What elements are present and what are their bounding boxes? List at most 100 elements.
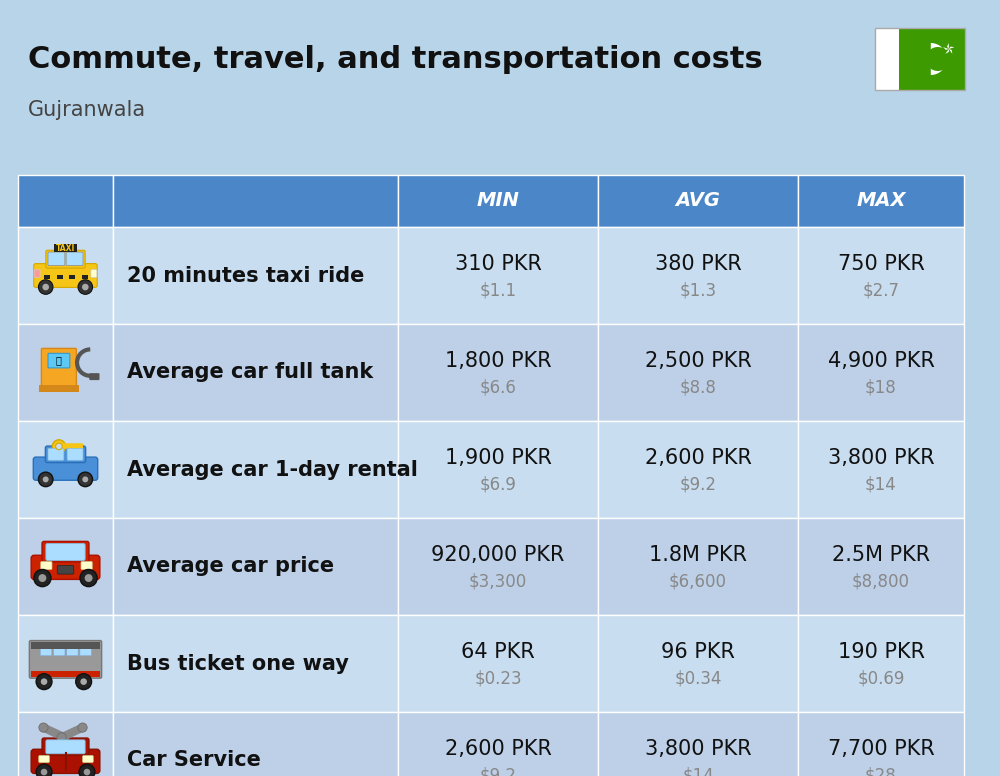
FancyBboxPatch shape [39, 385, 79, 392]
FancyBboxPatch shape [66, 252, 83, 265]
FancyBboxPatch shape [598, 518, 798, 615]
Circle shape [41, 769, 47, 775]
FancyBboxPatch shape [75, 275, 82, 279]
Polygon shape [945, 49, 949, 54]
Circle shape [34, 570, 51, 587]
Polygon shape [947, 43, 949, 49]
Circle shape [57, 733, 66, 742]
FancyBboxPatch shape [41, 562, 52, 570]
Text: 1.8M PKR: 1.8M PKR [649, 545, 747, 565]
FancyBboxPatch shape [82, 275, 88, 279]
Text: Bus ticket one way: Bus ticket one way [127, 653, 349, 674]
FancyBboxPatch shape [113, 421, 398, 518]
Text: $0.34: $0.34 [674, 669, 722, 687]
FancyBboxPatch shape [398, 421, 598, 518]
FancyBboxPatch shape [398, 227, 598, 324]
Text: AVG: AVG [676, 192, 720, 210]
FancyBboxPatch shape [31, 556, 100, 580]
Circle shape [38, 472, 53, 487]
Circle shape [78, 723, 87, 733]
Circle shape [36, 674, 52, 690]
Circle shape [78, 472, 93, 487]
Text: $9.2: $9.2 [480, 766, 516, 776]
Polygon shape [949, 49, 952, 54]
Text: Car Service: Car Service [127, 750, 261, 771]
FancyBboxPatch shape [875, 28, 899, 90]
FancyBboxPatch shape [899, 28, 965, 90]
Text: 3,800 PKR: 3,800 PKR [645, 739, 751, 759]
FancyBboxPatch shape [48, 252, 65, 265]
FancyBboxPatch shape [598, 324, 798, 421]
Text: 7,700 PKR: 7,700 PKR [828, 739, 934, 759]
FancyBboxPatch shape [18, 518, 113, 615]
Text: $9.2: $9.2 [680, 475, 716, 493]
Text: 2,600 PKR: 2,600 PKR [445, 739, 551, 759]
FancyBboxPatch shape [89, 373, 100, 380]
Text: 💧: 💧 [56, 355, 62, 365]
FancyBboxPatch shape [42, 738, 89, 755]
Text: $3,300: $3,300 [469, 572, 527, 590]
FancyBboxPatch shape [91, 269, 97, 278]
Text: $2.7: $2.7 [862, 281, 900, 299]
FancyBboxPatch shape [80, 645, 91, 656]
Circle shape [926, 47, 950, 71]
Circle shape [80, 678, 87, 685]
FancyBboxPatch shape [598, 421, 798, 518]
Circle shape [82, 284, 89, 290]
FancyBboxPatch shape [48, 353, 70, 368]
FancyBboxPatch shape [54, 244, 77, 252]
Circle shape [52, 440, 66, 453]
FancyBboxPatch shape [50, 275, 57, 279]
FancyBboxPatch shape [598, 615, 798, 712]
FancyBboxPatch shape [48, 449, 64, 460]
FancyBboxPatch shape [67, 645, 78, 656]
FancyBboxPatch shape [33, 457, 98, 480]
Text: $1.1: $1.1 [479, 281, 517, 299]
FancyBboxPatch shape [53, 645, 65, 656]
Text: Commute, travel, and transportation costs: Commute, travel, and transportation cost… [28, 45, 763, 74]
FancyBboxPatch shape [45, 446, 86, 462]
Text: 3,800 PKR: 3,800 PKR [828, 448, 934, 468]
Text: 1,800 PKR: 1,800 PKR [445, 351, 551, 371]
Text: Gujranwala: Gujranwala [28, 100, 146, 120]
Circle shape [85, 574, 93, 582]
Text: 1,900 PKR: 1,900 PKR [445, 448, 551, 468]
Text: $14: $14 [682, 766, 714, 776]
FancyBboxPatch shape [57, 566, 74, 574]
Text: 920,000 PKR: 920,000 PKR [431, 545, 565, 565]
Text: Average car price: Average car price [127, 556, 334, 577]
Circle shape [41, 678, 47, 685]
FancyBboxPatch shape [69, 275, 75, 279]
FancyBboxPatch shape [113, 175, 398, 227]
Circle shape [76, 674, 92, 690]
FancyBboxPatch shape [798, 518, 964, 615]
FancyBboxPatch shape [29, 640, 102, 678]
FancyBboxPatch shape [46, 740, 85, 753]
Text: 190 PKR: 190 PKR [838, 642, 924, 662]
Circle shape [84, 769, 90, 775]
FancyBboxPatch shape [63, 275, 69, 279]
FancyBboxPatch shape [31, 642, 100, 649]
FancyBboxPatch shape [18, 615, 113, 712]
Text: 20 minutes taxi ride: 20 minutes taxi ride [127, 265, 364, 286]
FancyBboxPatch shape [42, 542, 89, 562]
Text: 64 PKR: 64 PKR [461, 642, 535, 662]
FancyBboxPatch shape [798, 227, 964, 324]
Text: Average car 1-day rental: Average car 1-day rental [127, 459, 418, 480]
FancyBboxPatch shape [398, 615, 598, 712]
FancyBboxPatch shape [34, 264, 97, 287]
Polygon shape [943, 47, 949, 50]
Text: 310 PKR: 310 PKR [455, 254, 541, 274]
Circle shape [80, 570, 97, 587]
FancyBboxPatch shape [798, 712, 964, 776]
Circle shape [79, 764, 95, 776]
Circle shape [43, 476, 49, 483]
FancyBboxPatch shape [41, 348, 76, 386]
Circle shape [38, 280, 53, 294]
FancyBboxPatch shape [113, 712, 398, 776]
Circle shape [56, 443, 62, 450]
FancyBboxPatch shape [44, 275, 50, 279]
Text: 96 PKR: 96 PKR [661, 642, 735, 662]
FancyBboxPatch shape [18, 227, 113, 324]
Text: TAXI: TAXI [56, 244, 75, 253]
